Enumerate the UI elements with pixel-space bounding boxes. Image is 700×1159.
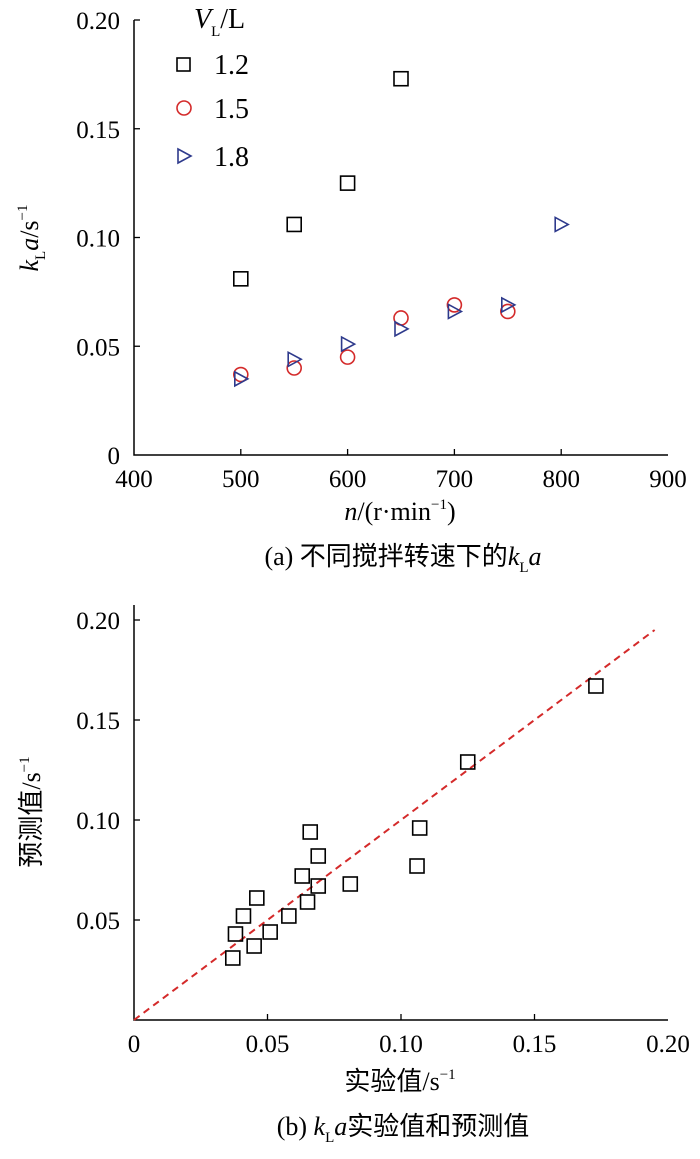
panel-b-points — [224, 678, 604, 966]
x-tick-label: 0.05 — [246, 1031, 290, 1058]
y-tick-label: 0.10 — [76, 808, 120, 835]
panel-a-y-axis-title: kLa/s−1 — [15, 204, 49, 271]
data-point — [249, 890, 265, 906]
data-point — [446, 297, 463, 313]
data-point — [459, 754, 476, 770]
data-point — [409, 858, 425, 874]
data-point — [233, 366, 249, 383]
data-point — [299, 894, 316, 910]
legend-title: VL/L — [194, 4, 245, 40]
panel-a-x-axis-title: n/(r·min−1) — [344, 497, 455, 526]
panel-b-caption: (b) kLa实验值和预测值 — [277, 1112, 530, 1146]
data-point — [447, 303, 464, 320]
data-point — [234, 370, 250, 388]
x-tick-label: 0.20 — [646, 1031, 690, 1058]
data-point — [393, 70, 409, 87]
y-tick-label: 0.05 — [76, 334, 120, 361]
series-1-2 — [233, 70, 409, 287]
data-point — [286, 216, 303, 233]
data-point — [286, 360, 303, 376]
data-point — [499, 303, 516, 320]
x-tick-label: 800 — [542, 466, 580, 493]
panel-a: 400 500 600 700 800 900 0 0.05 0.10 0.15 0.20 kLa… — [15, 4, 687, 576]
y-tick-label: 0.10 — [76, 226, 120, 253]
x-tick-label: 500 — [222, 466, 260, 493]
panel-b-x-ticks: 0 0.05 0.10 0.15 0.20 — [128, 1014, 690, 1058]
panel-b-reference-line — [133, 629, 656, 1021]
legend-square-marker — [176, 57, 191, 72]
data-point — [224, 950, 241, 966]
data-point — [233, 271, 249, 287]
data-point — [310, 878, 327, 894]
series-1-8 — [234, 216, 570, 388]
series-1-5 — [233, 297, 516, 383]
data-point — [340, 335, 357, 353]
x-tick-label: 0 — [128, 1031, 141, 1058]
y-tick-label: 0.20 — [76, 8, 120, 35]
legend-circle-marker — [176, 100, 192, 116]
y-tick-label: 0.15 — [76, 117, 120, 144]
x-tick-label: 700 — [436, 466, 474, 493]
y-tick-label: 0.20 — [76, 608, 120, 635]
legend-item-1-2: 1.2 — [176, 50, 249, 81]
panel-b-x-axis-title: 实验值/s−1 — [344, 1067, 455, 1096]
data-point — [339, 175, 356, 191]
legend-label: 1.2 — [214, 50, 249, 81]
legend-triangle-marker — [177, 147, 193, 165]
x-tick-label: 900 — [649, 466, 687, 493]
data-point — [227, 926, 244, 942]
x-tick-label: 0.15 — [513, 1031, 557, 1058]
legend-label: 1.5 — [214, 94, 249, 125]
data-point — [500, 296, 517, 314]
series-0 — [224, 678, 604, 966]
legend-item-1-5: 1.5 — [176, 94, 249, 125]
data-point — [294, 868, 311, 884]
legend-item-1-8: 1.8 — [177, 142, 249, 173]
x-tick-label: 400 — [115, 466, 153, 493]
data-point — [339, 349, 356, 365]
data-point — [310, 848, 327, 864]
x-tick-label: 600 — [329, 466, 367, 493]
data-point — [281, 908, 297, 924]
data-point — [246, 938, 262, 954]
data-point — [411, 820, 428, 836]
panel-b-y-axis-title: 预测值/s−1 — [17, 756, 46, 867]
legend-label: 1.8 — [214, 142, 249, 173]
panel-a-points — [233, 70, 570, 388]
panel-a-x-ticks: 400 500 600 700 800 900 — [115, 449, 687, 493]
data-point — [554, 216, 570, 233]
data-point — [302, 824, 319, 840]
data-point — [394, 320, 410, 338]
data-point — [342, 876, 359, 892]
data-point — [235, 908, 252, 924]
y-tick-label: 0.05 — [76, 908, 120, 935]
y-tick-label: 0 — [108, 443, 121, 470]
panel-b: 0 0.05 0.10 0.15 0.20 0.05 0.10 0.15 0.20 预测值/s… — [17, 605, 690, 1146]
x-tick-label: 0.10 — [379, 1031, 423, 1058]
y-tick-label: 0.15 — [76, 708, 120, 735]
panel-b-axes — [133, 605, 668, 1021]
panel-a-caption: (a) 不同搅拌转速下的kLa — [264, 542, 541, 576]
panel-a-legend: VL/L 1.2 1.5 1.8 — [176, 4, 249, 173]
data-point — [262, 924, 278, 940]
data-point — [287, 350, 303, 368]
panel-b-y-ticks: 0.05 0.10 0.15 0.20 — [76, 608, 140, 935]
panel-a-axes — [133, 20, 668, 456]
data-point — [588, 678, 604, 694]
panel-a-y-ticks: 0 0.05 0.10 0.15 0.20 — [76, 8, 140, 470]
